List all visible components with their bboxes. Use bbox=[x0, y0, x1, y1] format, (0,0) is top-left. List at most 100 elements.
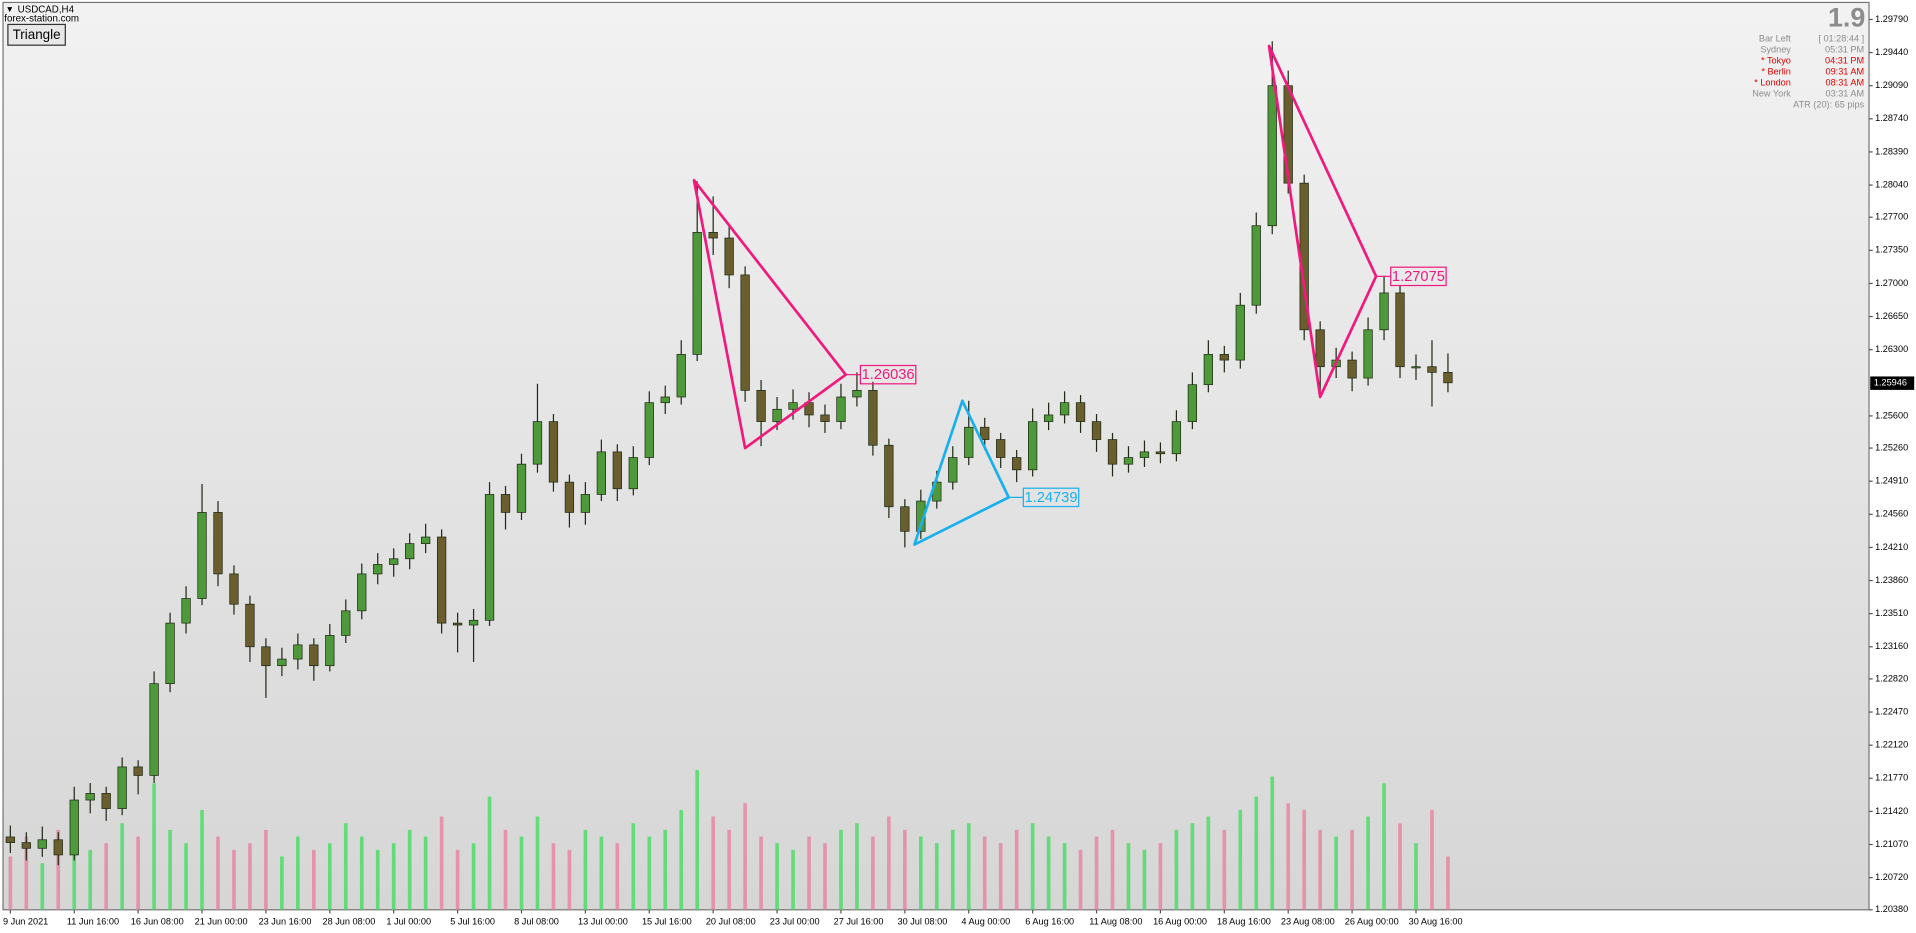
candle-body bbox=[628, 457, 638, 490]
candle-body bbox=[676, 354, 686, 398]
volume-bar bbox=[72, 816, 77, 910]
triangle-pattern bbox=[1267, 44, 1378, 399]
candle-body bbox=[229, 573, 239, 605]
volume-bar bbox=[647, 836, 652, 910]
candle-body bbox=[1091, 421, 1102, 440]
volume-bar bbox=[615, 843, 620, 910]
x-tick-label: 23 Jul 00:00 bbox=[770, 916, 820, 926]
volume-bar bbox=[663, 829, 668, 910]
symbol: USDCAD,H4 bbox=[18, 4, 75, 15]
x-tick-label: 30 Aug 16:00 bbox=[1409, 916, 1463, 926]
candle-body bbox=[5, 836, 15, 843]
volume-bar bbox=[1014, 829, 1019, 910]
spread: 1.9 bbox=[1828, 3, 1865, 33]
plot-area bbox=[2, 1, 1870, 911]
volume-bar bbox=[743, 803, 747, 910]
volume-bar bbox=[136, 836, 140, 910]
x-tick-label: 13 Jul 00:00 bbox=[578, 916, 628, 926]
candle-body bbox=[1012, 457, 1022, 471]
triangle-button[interactable]: Triangle bbox=[7, 23, 66, 46]
candle-body bbox=[197, 512, 207, 599]
candle-body bbox=[1139, 451, 1150, 458]
candle-body bbox=[181, 598, 191, 624]
candle-body bbox=[213, 512, 223, 575]
volume-bar bbox=[695, 769, 700, 910]
volume-bar bbox=[216, 836, 220, 910]
volume-bar bbox=[1030, 823, 1035, 910]
candle-body bbox=[1123, 457, 1134, 465]
volume-bar bbox=[439, 816, 444, 910]
x-tick-label: 15 Jul 16:00 bbox=[642, 916, 692, 926]
candle-body bbox=[325, 635, 335, 667]
x-tick-label: 16 Aug 00:00 bbox=[1153, 916, 1207, 926]
candle-body bbox=[980, 426, 990, 440]
y-tick-label: 1.20380 bbox=[1875, 904, 1908, 914]
y-tick-label: 1.25260 bbox=[1875, 442, 1908, 452]
volume-bar bbox=[711, 816, 716, 910]
candle-body bbox=[421, 536, 431, 545]
volume-bar bbox=[918, 836, 923, 910]
candle-body bbox=[357, 573, 367, 612]
volume-bar bbox=[1302, 809, 1307, 910]
volume-bar bbox=[807, 836, 811, 910]
volume-bar bbox=[903, 829, 907, 910]
level-label: 1.27075 bbox=[1392, 269, 1445, 285]
y-tick-label: 1.24910 bbox=[1875, 476, 1908, 486]
candle-body bbox=[101, 793, 111, 809]
y-tick-label: 1.23510 bbox=[1875, 608, 1908, 618]
volume-bar bbox=[359, 836, 364, 910]
candle-body bbox=[532, 421, 543, 465]
volume-bar bbox=[998, 843, 1003, 910]
menu-arrow: ▼ bbox=[5, 4, 13, 14]
candle-body bbox=[373, 564, 383, 575]
volume-bar bbox=[1174, 829, 1179, 910]
candle-body bbox=[852, 389, 862, 398]
volume-bar bbox=[791, 849, 795, 910]
y-tick-label: 1.29090 bbox=[1875, 80, 1908, 90]
current-price-label: 1.25946 bbox=[1874, 378, 1907, 388]
y-tick-label: 1.24210 bbox=[1875, 542, 1908, 552]
volume-bar bbox=[248, 843, 252, 910]
current-price-tag bbox=[1870, 376, 1915, 390]
x-tick-label: 8 Jul 08:00 bbox=[514, 916, 559, 926]
volume-bar bbox=[487, 796, 492, 910]
volume-bar bbox=[1094, 836, 1099, 910]
x-tick-label: 11 Jun 16:00 bbox=[67, 916, 119, 926]
volume-bar bbox=[727, 829, 731, 910]
info-value: [ 01:28:44 ] bbox=[1818, 34, 1864, 44]
volume-bar bbox=[296, 836, 300, 910]
volume-bar bbox=[887, 816, 891, 910]
candle-body bbox=[1059, 402, 1070, 416]
volume-bar bbox=[391, 843, 396, 910]
x-tick-label: 11 Aug 08:00 bbox=[1089, 916, 1142, 926]
candle-body bbox=[436, 536, 447, 624]
y-tick-label: 1.24560 bbox=[1875, 509, 1908, 519]
button-frame[interactable] bbox=[7, 23, 66, 46]
volume-bar bbox=[1190, 823, 1195, 910]
volume-bar bbox=[583, 829, 588, 910]
x-tick-label: 4 Aug 00:00 bbox=[961, 916, 1010, 926]
candle-body bbox=[772, 408, 782, 422]
candle-body bbox=[1219, 354, 1229, 361]
candle-body bbox=[996, 439, 1006, 458]
candle-body bbox=[724, 237, 734, 276]
candle-body bbox=[389, 558, 399, 565]
volume-bar bbox=[1238, 809, 1243, 910]
volume-bar bbox=[1206, 816, 1211, 910]
info-value: 03:31 AM bbox=[1826, 88, 1865, 98]
level-label-frame bbox=[859, 364, 917, 385]
info-value: 09:31 AM bbox=[1826, 66, 1865, 76]
volume-bar bbox=[327, 843, 332, 910]
button-label[interactable]: Triangle bbox=[13, 27, 61, 42]
y-tick-label: 1.28740 bbox=[1875, 113, 1908, 123]
volume-bar bbox=[1222, 829, 1227, 910]
level-label: 1.26036 bbox=[862, 367, 915, 383]
y-tick-label: 1.28040 bbox=[1875, 179, 1908, 189]
y-tick-label: 1.22820 bbox=[1875, 673, 1908, 683]
candle-body bbox=[277, 658, 287, 667]
volume-bar bbox=[471, 843, 476, 910]
volume-bar bbox=[823, 843, 827, 910]
x-tick-label: 21 Jun 00:00 bbox=[195, 916, 248, 926]
volume-bar bbox=[503, 829, 508, 910]
